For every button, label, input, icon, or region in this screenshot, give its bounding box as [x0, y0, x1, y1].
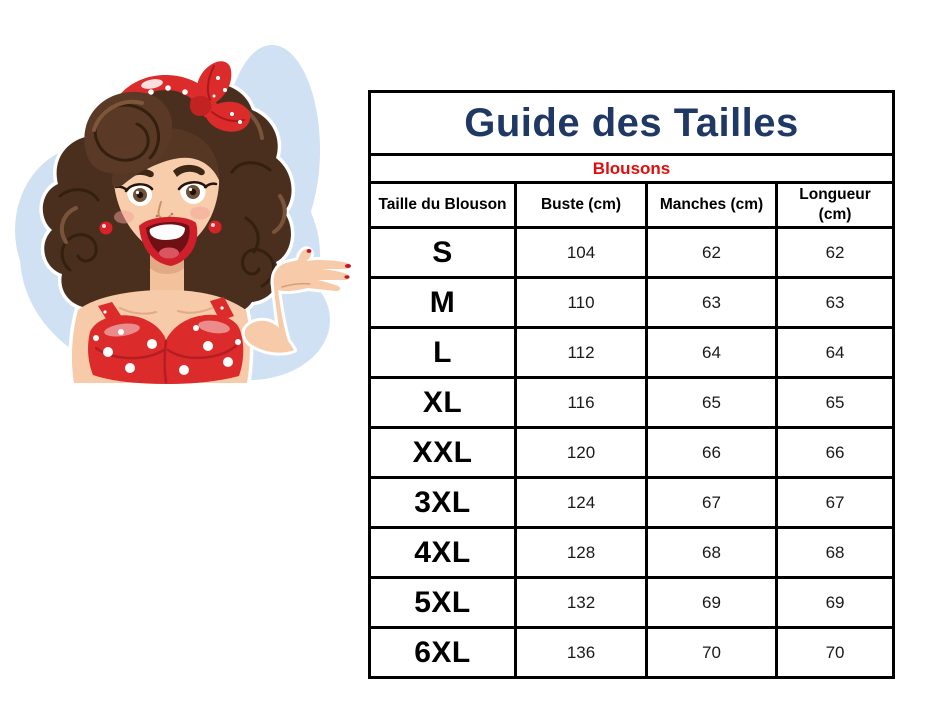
longueur-cell: 65 — [774, 376, 896, 429]
size-cell: 4XL — [368, 526, 517, 579]
table-title: Guide des Tailles — [367, 90, 896, 156]
size-cell: XXL — [368, 426, 517, 479]
eyebrow-right — [173, 164, 205, 177]
longueur-cell: 62 — [774, 226, 896, 279]
face — [113, 130, 220, 266]
buste-cell: 136 — [514, 626, 648, 679]
title-row: Guide des Tailles — [367, 90, 896, 156]
table-row: 6XL 136 70 70 — [368, 626, 896, 679]
manches-cell: 65 — [645, 376, 778, 429]
pinup-girl-illustration — [15, 45, 368, 400]
presenting-arm — [245, 249, 351, 353]
manches-cell: 70 — [645, 626, 778, 679]
polka-dot-top — [88, 297, 244, 384]
eye-left — [114, 183, 154, 206]
longueur-cell: 66 — [774, 426, 896, 479]
buste-cell: 112 — [514, 326, 648, 379]
manches-cell: 67 — [645, 476, 778, 529]
table-row: 4XL 128 68 68 — [368, 526, 896, 579]
col-header-buste: Buste (cm) — [514, 181, 648, 229]
size-guide-table: Guide des Tailles Blousons Taille du Blo… — [367, 90, 896, 679]
earrings — [99, 220, 222, 235]
table-row: 3XL 124 67 67 — [368, 476, 896, 529]
table-row: 5XL 132 69 69 — [368, 576, 896, 629]
longueur-cell: 70 — [774, 626, 896, 679]
buste-cell: 132 — [514, 576, 648, 629]
size-cell: 5XL — [368, 576, 517, 629]
table-row: M 110 63 63 — [368, 276, 896, 329]
bandana-bow — [189, 61, 251, 132]
eye-right — [177, 181, 218, 204]
mouth — [139, 216, 198, 266]
buste-cell: 120 — [514, 426, 648, 479]
blush-right — [190, 206, 210, 220]
size-cell: L — [368, 326, 517, 379]
col-header-taille: Taille du Blouson — [368, 181, 517, 229]
size-cell: S — [368, 226, 517, 279]
table-row: XL 116 65 65 — [368, 376, 896, 429]
buste-cell: 104 — [514, 226, 648, 279]
buste-cell: 110 — [514, 276, 648, 329]
size-cell: 6XL — [368, 626, 517, 679]
col-header-longueur: Longueur (cm) — [774, 181, 896, 229]
table-row: S 104 62 62 — [368, 226, 896, 279]
longueur-cell: 67 — [774, 476, 896, 529]
manches-cell: 68 — [645, 526, 778, 579]
buste-cell: 128 — [514, 526, 648, 579]
table-row: XXL 120 66 66 — [368, 426, 896, 479]
victory-roll — [84, 91, 173, 174]
size-cell: 3XL — [368, 476, 517, 529]
buste-cell: 116 — [514, 376, 648, 429]
buste-cell: 124 — [514, 476, 648, 529]
size-cell: XL — [368, 376, 517, 429]
size-cell: M — [368, 276, 517, 329]
blush-left — [114, 210, 134, 224]
table-subtitle: Blousons — [367, 153, 896, 184]
longueur-cell: 68 — [774, 526, 896, 579]
fingernails — [306, 249, 351, 279]
manches-cell: 69 — [645, 576, 778, 629]
longueur-cell: 63 — [774, 276, 896, 329]
longueur-cell: 69 — [774, 576, 896, 629]
manches-cell: 62 — [645, 226, 778, 279]
subtitle-row: Blousons — [367, 153, 896, 184]
manches-cell: 66 — [645, 426, 778, 479]
column-header-row: Taille du Blouson Buste (cm) Manches (cm… — [368, 181, 896, 229]
manches-cell: 64 — [645, 326, 778, 379]
manches-cell: 63 — [645, 276, 778, 329]
col-header-manches: Manches (cm) — [645, 181, 778, 229]
longueur-cell: 64 — [774, 326, 896, 379]
table-row: L 112 64 64 — [368, 326, 896, 379]
